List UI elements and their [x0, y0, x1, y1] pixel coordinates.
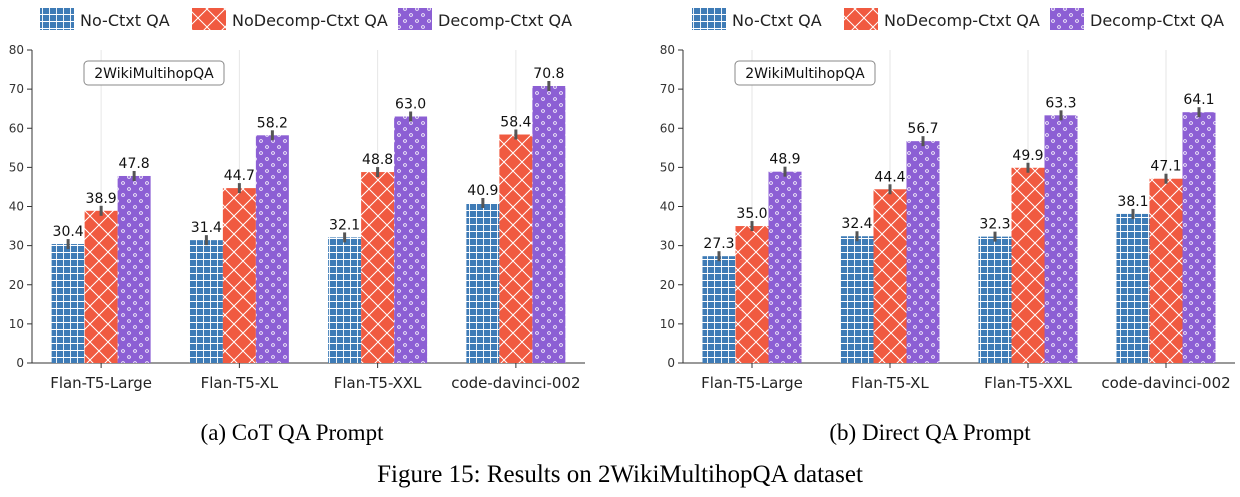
data-label: 44.4 — [874, 169, 905, 185]
data-label: 58.4 — [500, 115, 531, 131]
annotation-text: 2WikiMultihopQA — [745, 66, 865, 82]
x-tick-label: Flan-T5-XL — [201, 374, 279, 392]
data-label: 40.9 — [467, 183, 498, 199]
data-label: 63.0 — [395, 97, 426, 113]
bar-decomp-ctxt-qa — [1044, 115, 1078, 364]
data-label: 32.1 — [329, 217, 360, 233]
y-tick-label: 30 — [9, 239, 24, 253]
bar-no-ctxt-qa — [189, 240, 223, 363]
subcaption-direct: (b) Direct QA Prompt — [829, 420, 1031, 445]
annotation-box — [83, 60, 225, 86]
bar-nodecomp-ctxt-qa — [499, 134, 533, 363]
x-tick-label: Flan-T5-Large — [50, 374, 152, 392]
data-label: 38.9 — [86, 191, 117, 207]
y-tick-label: 60 — [660, 121, 675, 135]
data-label: 32.4 — [841, 216, 872, 232]
x-tick-label: Flan-T5-XXL — [334, 374, 422, 392]
legend-label-decomp-ctxt-qa: Decomp-Ctxt QA — [438, 11, 572, 30]
figure-caption: Figure 15: Results on 2WikiMultihopQA da… — [377, 461, 863, 488]
data-label: 64.1 — [1183, 92, 1214, 108]
y-tick-label: 0 — [16, 356, 24, 370]
y-tick-label: 70 — [9, 82, 24, 96]
bar-decomp-ctxt-qa — [906, 141, 940, 363]
bar-no-ctxt-qa — [1116, 213, 1150, 363]
bar-decomp-ctxt-qa — [768, 171, 802, 363]
bar-no-ctxt-qa — [328, 237, 362, 363]
annotation-text: 2WikiMultihopQA — [94, 66, 214, 82]
legend-swatch-nodecomp-ctxt-qa — [192, 8, 226, 30]
bar-no-ctxt-qa — [978, 236, 1012, 363]
bar-nodecomp-ctxt-qa — [1149, 178, 1183, 363]
x-tick-label: Flan-T5-XXL — [984, 374, 1072, 392]
bar-decomp-ctxt-qa — [394, 116, 428, 363]
x-tick-label: code-davinci-002 — [451, 374, 580, 392]
legend-label-no-ctxt-qa: No-Ctxt QA — [80, 11, 170, 30]
bar-decomp-ctxt-qa — [255, 135, 289, 363]
y-tick-label: 40 — [9, 200, 24, 214]
data-label: 49.9 — [1012, 148, 1043, 164]
bar-decomp-ctxt-qa — [1182, 112, 1216, 364]
bar-nodecomp-ctxt-qa — [222, 188, 256, 363]
data-label: 48.9 — [769, 152, 800, 168]
data-label: 30.4 — [53, 224, 84, 240]
bar-decomp-ctxt-qa — [532, 85, 566, 364]
data-label: 48.8 — [362, 152, 393, 168]
x-tick-label: Flan-T5-XL — [851, 374, 929, 392]
y-tick-label: 40 — [660, 200, 675, 214]
bar-no-ctxt-qa — [466, 202, 500, 363]
legend-swatch-decomp-ctxt-qa — [398, 8, 432, 30]
y-tick-label: 10 — [660, 317, 675, 331]
data-label: 31.4 — [191, 220, 222, 236]
y-tick-label: 50 — [9, 160, 24, 174]
y-tick-label: 50 — [660, 160, 675, 174]
x-tick-label: Flan-T5-Large — [701, 374, 803, 392]
y-tick-label: 70 — [660, 82, 675, 96]
legend-swatch-no-ctxt-qa — [692, 8, 726, 30]
data-label: 63.3 — [1045, 95, 1076, 111]
bar-nodecomp-ctxt-qa — [735, 226, 769, 363]
bar-nodecomp-ctxt-qa — [873, 189, 907, 363]
y-tick-label: 0 — [667, 356, 675, 370]
data-label: 32.3 — [979, 217, 1010, 233]
data-label: 44.7 — [224, 168, 255, 184]
bar-nodecomp-ctxt-qa — [361, 172, 395, 363]
legend-label-nodecomp-ctxt-qa: NoDecomp-Ctxt QA — [884, 11, 1040, 30]
panel-direct-qa: 0 10 20 30 40 50 60 70 80 27.3 32.4 32.3 38.1 35.0 44.… — [660, 8, 1235, 392]
bar-decomp-ctxt-qa — [117, 175, 151, 363]
legend-label-nodecomp-ctxt-qa: NoDecomp-Ctxt QA — [232, 11, 388, 30]
data-label: 35.0 — [736, 206, 767, 222]
data-label: 47.1 — [1150, 159, 1181, 175]
y-tick-label: 60 — [9, 121, 24, 135]
bar-nodecomp-ctxt-qa — [1011, 167, 1045, 363]
data-label: 38.1 — [1117, 194, 1148, 210]
legend-swatch-nodecomp-ctxt-qa — [844, 8, 878, 30]
panel-cot-qa: 0 10 20 30 40 50 60 70 80 30.4 31.4 32.1 40.9 38.9 44.… — [9, 8, 585, 392]
legend-swatch-decomp-ctxt-qa — [1050, 8, 1084, 30]
y-tick-label: 80 — [9, 43, 24, 57]
y-tick-label: 20 — [9, 278, 24, 292]
bar-no-ctxt-qa — [840, 236, 874, 363]
y-tick-label: 10 — [9, 317, 24, 331]
y-tick-label: 20 — [660, 278, 675, 292]
legend-label-decomp-ctxt-qa: Decomp-Ctxt QA — [1090, 11, 1224, 30]
data-label: 27.3 — [703, 236, 734, 252]
annotation-box — [734, 60, 876, 86]
y-tick-label: 80 — [660, 43, 675, 57]
legend-label-no-ctxt-qa: No-Ctxt QA — [732, 11, 822, 30]
bar-no-ctxt-qa — [702, 256, 736, 363]
bar-no-ctxt-qa — [51, 244, 85, 363]
data-label: 58.2 — [257, 115, 288, 131]
data-label: 56.7 — [907, 121, 938, 137]
legend-swatch-no-ctxt-qa — [40, 8, 74, 30]
y-tick-label: 30 — [660, 239, 675, 253]
data-label: 47.8 — [119, 156, 150, 172]
bar-nodecomp-ctxt-qa — [84, 210, 118, 363]
subcaption-cot: (a) CoT QA Prompt — [201, 420, 385, 445]
data-label: 70.8 — [533, 66, 564, 82]
x-tick-label: code-davinci-002 — [1101, 374, 1230, 392]
